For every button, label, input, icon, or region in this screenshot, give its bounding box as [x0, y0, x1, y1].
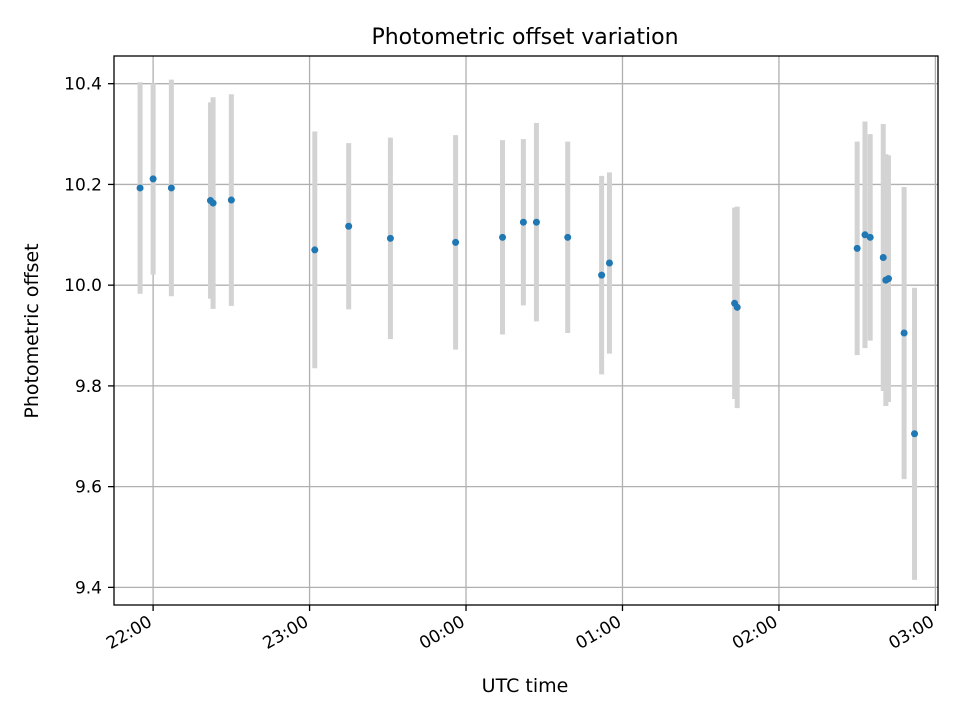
y-tick-label: 10.0: [64, 276, 102, 296]
data-point: [149, 175, 157, 183]
data-point: [452, 238, 460, 246]
data-point: [209, 199, 217, 207]
data-point: [532, 218, 540, 226]
data-point: [911, 430, 919, 438]
data-point: [900, 329, 908, 337]
data-point: [386, 234, 394, 242]
y-tick-label: 10.4: [64, 75, 102, 95]
data-point: [733, 303, 741, 311]
data-point: [311, 246, 319, 254]
data-point: [227, 196, 235, 204]
point-layer: [136, 175, 919, 438]
data-point: [866, 233, 874, 241]
grid-layer: [114, 56, 938, 605]
data-point: [519, 218, 527, 226]
data-point: [564, 233, 572, 241]
data-point: [879, 253, 887, 261]
data-point: [598, 271, 606, 279]
data-point: [136, 184, 144, 192]
y-tick-label: 9.4: [75, 578, 102, 598]
y-tick-label: 9.8: [75, 377, 102, 397]
y-axis: 9.4 9.6 9.8 10.0 10.2 10.4: [64, 75, 114, 598]
y-tick-label: 10.2: [64, 175, 102, 195]
plot-frame: [113, 55, 939, 606]
data-point: [861, 231, 869, 239]
data-point: [167, 184, 175, 192]
data-point: [605, 259, 613, 267]
data-point: [884, 275, 892, 283]
y-axis-label: Photometric offset: [21, 243, 43, 418]
y-tick-label: 9.6: [75, 478, 102, 498]
data-point: [499, 233, 507, 241]
x-axis-label: UTC time: [482, 675, 569, 697]
data-point: [345, 222, 353, 230]
data-point: [853, 244, 861, 252]
chart-title: Photometric offset variation: [371, 25, 678, 50]
